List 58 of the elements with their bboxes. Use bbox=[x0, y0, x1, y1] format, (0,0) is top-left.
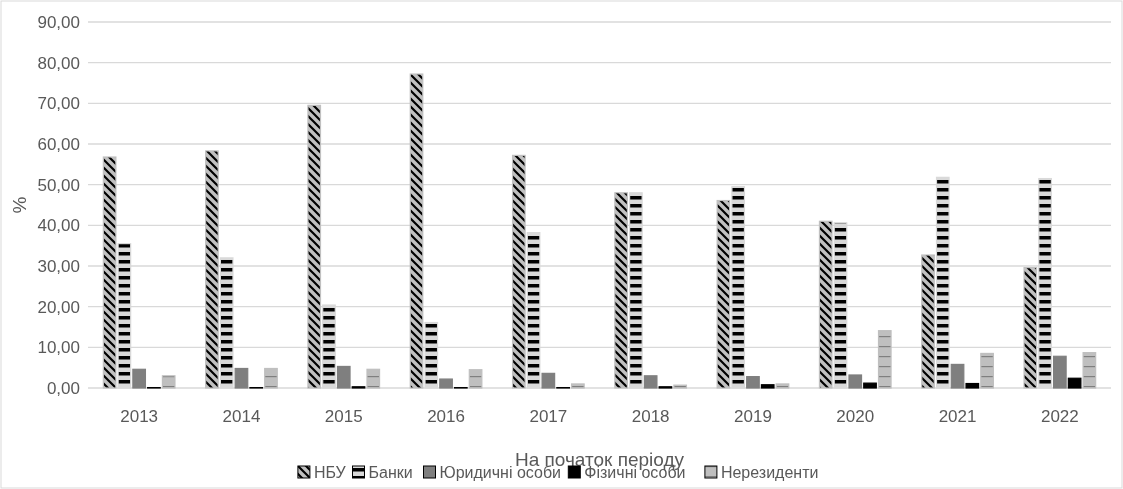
legend-label: НБУ bbox=[313, 464, 347, 481]
bar bbox=[468, 369, 483, 389]
x-tick-label: 2014 bbox=[222, 407, 261, 426]
y-tick-label: 50,00 bbox=[37, 175, 80, 195]
bar bbox=[541, 372, 556, 389]
bar bbox=[161, 375, 176, 389]
legend-label: Банки bbox=[368, 464, 413, 481]
bar bbox=[965, 382, 980, 389]
x-tick-label: 2017 bbox=[529, 407, 568, 426]
bar bbox=[775, 383, 790, 389]
bar bbox=[234, 367, 249, 389]
bar bbox=[848, 374, 863, 389]
bar bbox=[673, 384, 688, 389]
bar bbox=[307, 104, 322, 389]
y-tick-label: 60,00 bbox=[37, 134, 80, 154]
y-axis-title: % bbox=[9, 196, 30, 214]
bar bbox=[877, 330, 892, 389]
bar bbox=[366, 368, 381, 389]
bar bbox=[511, 154, 526, 389]
bar bbox=[205, 150, 219, 389]
bar bbox=[1082, 352, 1097, 389]
bar bbox=[1052, 355, 1067, 389]
y-tick-label: 40,00 bbox=[37, 216, 80, 236]
bar bbox=[1023, 267, 1038, 389]
bar bbox=[336, 365, 351, 389]
bar bbox=[760, 384, 775, 389]
bar bbox=[818, 220, 833, 389]
x-tick-label: 2020 bbox=[836, 407, 875, 426]
x-tick-label: 2013 bbox=[120, 407, 159, 426]
bar bbox=[1067, 377, 1082, 389]
x-tick-label: 2021 bbox=[938, 407, 977, 426]
bar bbox=[571, 383, 585, 389]
x-tick-label: 2016 bbox=[427, 407, 465, 426]
bar bbox=[643, 375, 658, 389]
bar bbox=[409, 73, 424, 389]
y-tick-label: 0,00 bbox=[46, 378, 80, 398]
y-tick-label: 80,00 bbox=[37, 53, 80, 73]
bar bbox=[746, 376, 760, 389]
x-tick-label: 2018 bbox=[631, 407, 670, 426]
bar bbox=[102, 156, 117, 389]
y-tick-label: 20,00 bbox=[37, 297, 80, 317]
bar bbox=[264, 367, 278, 389]
bar bbox=[863, 382, 877, 389]
bar bbox=[439, 378, 453, 389]
x-tick-label: 2022 bbox=[1040, 407, 1079, 426]
bar bbox=[132, 368, 147, 389]
bar bbox=[614, 192, 628, 389]
y-tick-label: 10,00 bbox=[37, 338, 80, 358]
y-tick-label: 30,00 bbox=[37, 256, 80, 276]
bar bbox=[980, 352, 994, 389]
x-tick-label: 2015 bbox=[324, 407, 363, 426]
bar bbox=[950, 363, 965, 389]
y-tick-label: 90,00 bbox=[37, 12, 80, 32]
bar bbox=[716, 199, 731, 389]
bar bbox=[921, 254, 935, 389]
legend-label: Нерезиденти bbox=[720, 464, 819, 481]
x-tick-label: 2019 bbox=[734, 407, 772, 426]
y-tick-label: 70,00 bbox=[37, 94, 80, 114]
